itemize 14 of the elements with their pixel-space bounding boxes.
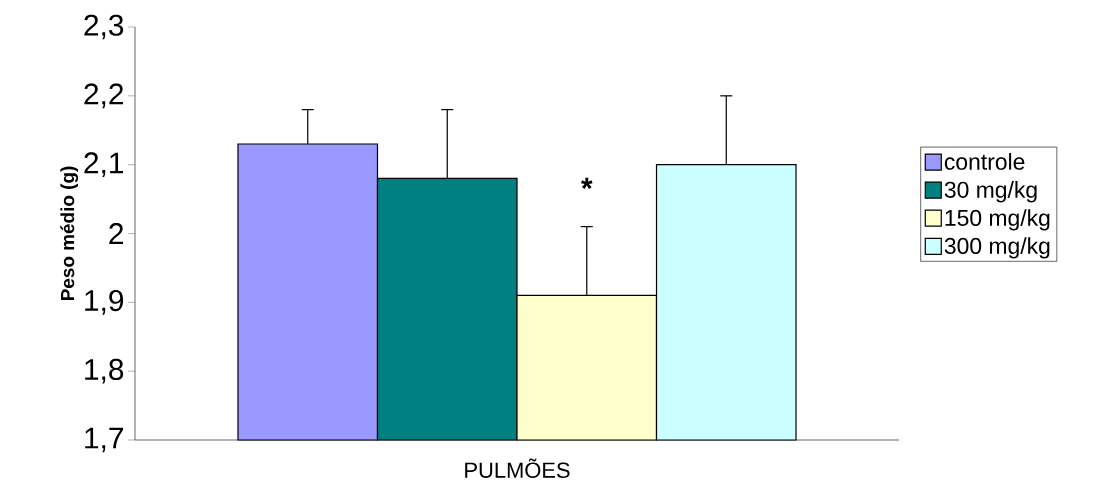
legend-label: 300 mg/kg <box>944 237 1050 259</box>
y-tick-label: 1,9 <box>85 289 124 315</box>
x-tick-label: PULMÕES <box>465 458 570 478</box>
y-tick-label: 1,7 <box>85 427 123 453</box>
annotation: * <box>581 177 593 189</box>
y-tick-label: 1,8 <box>85 358 124 384</box>
y-axis-title: Peso médio (g) <box>60 166 79 301</box>
y-tick-label: 2,3 <box>84 14 124 40</box>
y-tick-label: 2,1 <box>84 152 124 178</box>
legend-label: 150 mg/kg <box>945 209 1050 231</box>
legend-label: 30 mg/kg <box>944 181 1037 203</box>
y-tick-label: 2 <box>109 223 123 244</box>
y-tick-label: 2,2 <box>84 83 123 109</box>
legend-label: controle <box>944 153 1025 170</box>
